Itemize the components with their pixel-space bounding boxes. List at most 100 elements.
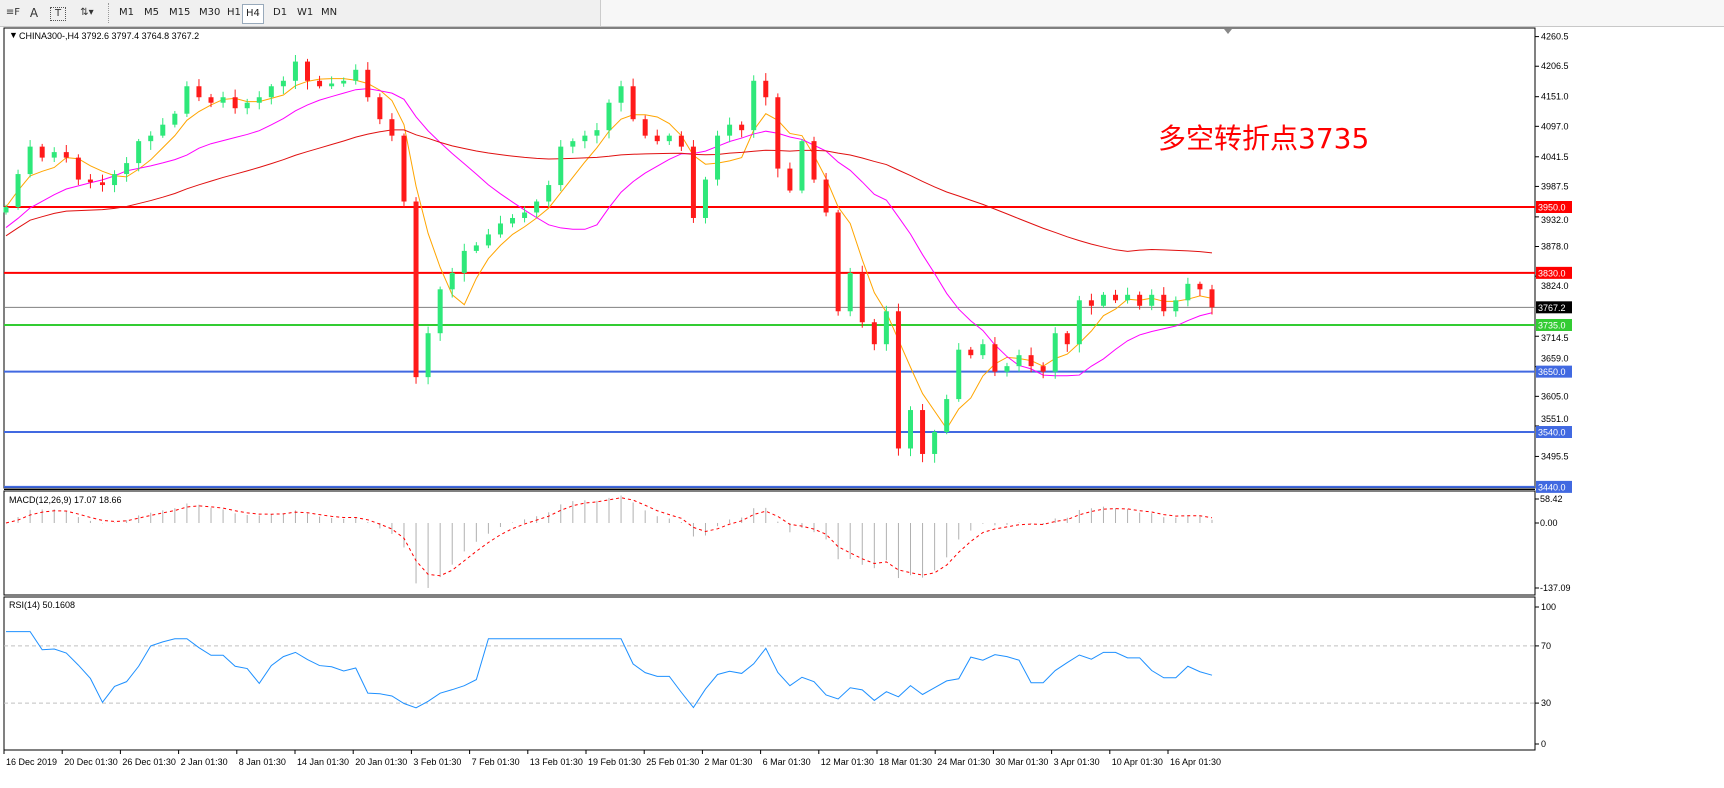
candle[interactable] — [136, 138, 142, 172]
fibo-fan-icon[interactable]: ≡F — [5, 7, 21, 18]
candle[interactable] — [99, 174, 105, 192]
timeframe-h4[interactable]: H4 — [242, 4, 264, 24]
candle[interactable] — [268, 84, 274, 105]
candle[interactable] — [1173, 296, 1179, 317]
candle[interactable] — [365, 62, 371, 102]
timeframe-m15[interactable]: M15 — [169, 7, 191, 18]
timeframe-d1[interactable]: D1 — [273, 7, 288, 18]
candle[interactable] — [413, 197, 419, 384]
candle[interactable] — [51, 147, 57, 162]
candle[interactable] — [196, 79, 202, 102]
candle[interactable] — [606, 99, 612, 139]
candle[interactable] — [968, 346, 974, 359]
candle[interactable] — [401, 133, 407, 208]
candle[interactable] — [437, 286, 443, 341]
candle[interactable] — [27, 140, 33, 178]
candle[interactable] — [1125, 287, 1131, 304]
candle[interactable] — [63, 144, 69, 163]
candle[interactable] — [980, 339, 986, 360]
candle[interactable] — [377, 93, 383, 125]
candle[interactable] — [763, 73, 769, 106]
candle[interactable] — [485, 228, 491, 249]
candle[interactable] — [232, 89, 238, 114]
candle[interactable] — [775, 93, 781, 178]
candle[interactable] — [956, 343, 962, 402]
candle[interactable] — [1028, 347, 1034, 373]
candle[interactable] — [1088, 293, 1094, 315]
candle[interactable] — [702, 176, 708, 224]
candle[interactable] — [992, 337, 998, 377]
timeframe-mn[interactable]: MN — [321, 7, 338, 18]
candle[interactable] — [618, 80, 624, 112]
candle[interactable] — [1076, 295, 1082, 353]
candle[interactable] — [835, 209, 841, 316]
candle[interactable] — [148, 131, 154, 150]
candle[interactable] — [908, 406, 913, 457]
candle[interactable] — [389, 113, 395, 142]
candle[interactable] — [39, 143, 45, 162]
text-label-icon[interactable]: T — [50, 7, 66, 21]
candle[interactable] — [642, 115, 648, 139]
candle[interactable] — [124, 157, 130, 182]
timeframe-m1[interactable]: M1 — [119, 7, 134, 18]
candle[interactable] — [3, 204, 9, 215]
candle[interactable] — [582, 130, 588, 149]
candle[interactable] — [292, 54, 298, 90]
candle[interactable] — [690, 140, 696, 223]
timeframe-h1[interactable]: H1 — [227, 7, 241, 18]
candle[interactable] — [654, 129, 660, 145]
candle[interactable] — [630, 78, 636, 122]
candle[interactable] — [932, 429, 938, 463]
timeframe-m5[interactable]: M5 — [144, 7, 159, 18]
candle[interactable] — [570, 138, 576, 154]
candle[interactable] — [751, 75, 757, 138]
candle[interactable] — [461, 243, 467, 282]
candle[interactable] — [353, 64, 359, 85]
candle[interactable] — [317, 75, 323, 89]
chart-header-arrow[interactable]: ▼ — [9, 30, 18, 40]
candle[interactable] — [473, 242, 479, 254]
timeframe-w1[interactable]: W1 — [297, 7, 314, 18]
candle[interactable] — [799, 138, 805, 194]
candle[interactable] — [75, 154, 81, 186]
candle[interactable] — [883, 305, 889, 351]
candle[interactable] — [1209, 284, 1215, 315]
candle[interactable] — [1113, 289, 1119, 304]
candle[interactable] — [244, 98, 250, 115]
candle[interactable] — [1004, 362, 1010, 377]
candle[interactable] — [871, 318, 877, 351]
candle[interactable] — [823, 172, 829, 217]
candle[interactable] — [112, 170, 118, 193]
candle[interactable] — [280, 76, 286, 94]
candle[interactable] — [1197, 281, 1203, 296]
candle[interactable] — [859, 265, 865, 328]
candle[interactable] — [1040, 362, 1046, 379]
candle[interactable] — [220, 91, 226, 108]
chart-shift-marker[interactable] — [1224, 29, 1232, 34]
candle[interactable] — [666, 133, 672, 145]
text-icon[interactable]: A — [29, 6, 39, 20]
candle[interactable] — [425, 326, 431, 385]
candle[interactable] — [787, 162, 793, 193]
candle[interactable] — [208, 93, 214, 108]
candle[interactable] — [895, 303, 901, 456]
timeframe-m30[interactable]: M30 — [199, 7, 221, 18]
candle[interactable] — [256, 91, 262, 110]
arrows-icon[interactable]: ⇅▾ — [80, 7, 94, 18]
candle[interactable] — [1100, 292, 1106, 308]
candle[interactable] — [727, 117, 733, 143]
candle[interactable] — [739, 121, 745, 138]
candle[interactable] — [87, 174, 93, 189]
candle[interactable] — [811, 136, 817, 183]
candle[interactable] — [1064, 331, 1070, 352]
candle[interactable] — [1016, 349, 1022, 372]
candle[interactable] — [715, 130, 721, 186]
candle[interactable] — [1161, 287, 1167, 317]
candle[interactable] — [160, 118, 166, 138]
candle[interactable] — [1185, 277, 1191, 307]
candle[interactable] — [546, 180, 552, 207]
candle[interactable] — [678, 131, 684, 152]
candle[interactable] — [510, 214, 516, 228]
candle[interactable] — [449, 267, 455, 298]
